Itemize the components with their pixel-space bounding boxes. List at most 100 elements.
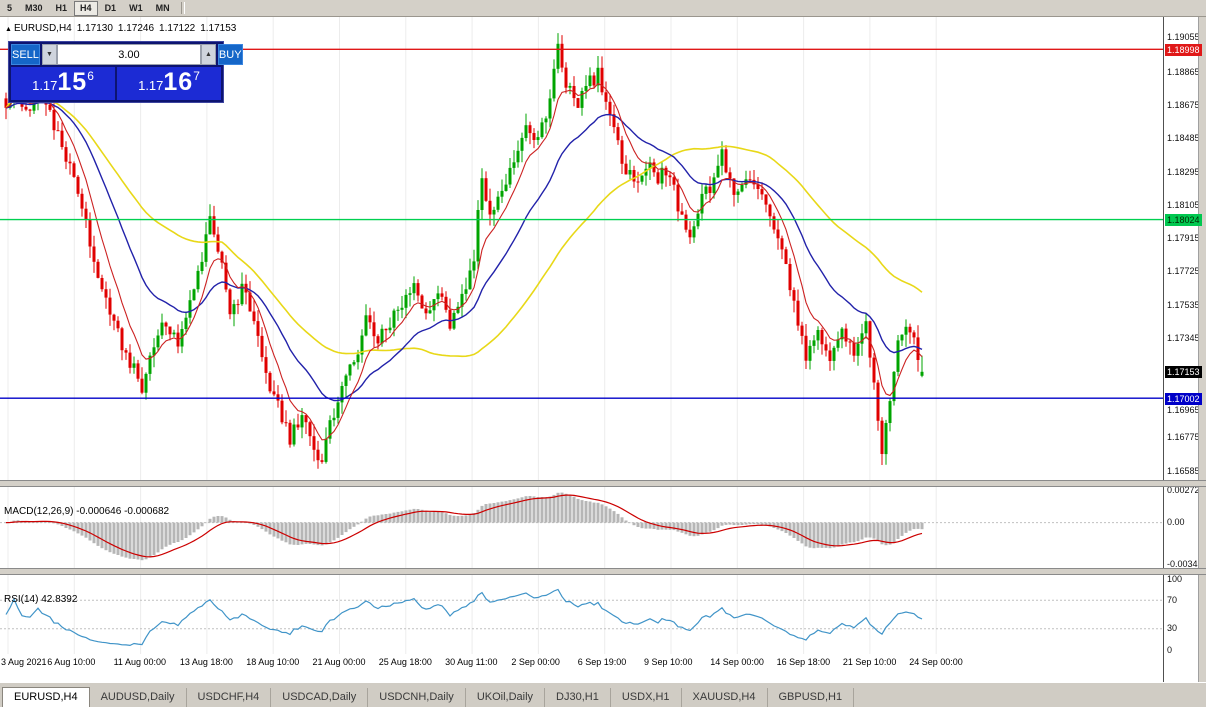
x-axis-label: 9 Sep 10:00 [644,657,693,667]
candle-body [876,382,880,421]
candle-body [888,401,892,423]
macd-bar [480,505,484,523]
candle-body [540,122,544,138]
tab-usdx-h1[interactable]: USDX,H1 [611,688,682,707]
candle-body [556,43,560,69]
period-button-5[interactable]: 5 [7,2,13,13]
tab-usdcad-daily[interactable]: USDCAD,Daily [271,688,369,707]
candle-body [720,149,724,166]
tab-ukoil-daily[interactable]: UKOil,Daily [466,688,546,707]
macd-bar [676,522,680,532]
tab-gbpusd-h1[interactable]: GBPUSD,H1 [768,688,855,707]
candle-body [312,436,316,450]
candle-body [248,292,252,312]
macd-bar [680,522,684,533]
macd-bar [848,522,852,543]
candle-body [648,162,652,169]
bid-price[interactable]: 1.17156 [11,67,115,100]
tab-eurusd-h4[interactable]: EURUSD,H4 [2,687,90,707]
macd-bar [324,522,328,545]
macd-bar [476,509,480,523]
candle-body [188,300,192,318]
macd-bar [432,511,436,523]
macd-bar [192,522,196,533]
tab-xauusd-h4[interactable]: XAUUSD,H4 [682,688,768,707]
candle-body [68,161,72,164]
candle-body [880,420,884,454]
candle-body [828,350,832,361]
macd-bar [104,522,108,551]
macd-bar [316,522,320,546]
candle-body [136,363,140,379]
macd-bar [288,522,292,545]
x-axis-label: 18 Aug 10:00 [246,657,300,667]
candle-body [48,104,52,110]
volume-increase-icon[interactable]: ▲ [200,44,216,65]
macd-axis-bottom: -0.00345 [1167,558,1203,569]
buy-button[interactable]: BUY [217,44,243,65]
macd-bar [592,502,596,523]
macd-bar [300,522,304,545]
macd-bar [748,522,752,525]
period-button-d1[interactable]: D1 [104,2,117,13]
macd-bar [812,522,816,549]
macd-bar [532,496,536,523]
macd-bar [136,522,140,560]
candle-body [620,140,624,164]
candle-body [440,293,444,297]
macd-bar [456,516,460,523]
period-button-mn[interactable]: MN [155,2,170,13]
macd-bar [672,522,676,531]
macd-bar [360,521,364,523]
macd-bar [260,522,264,530]
tab-dj30-h1[interactable]: DJ30,H1 [545,688,611,707]
macd-bar [212,516,216,523]
macd-bar [744,522,748,525]
macd-bar [448,514,452,523]
pane-divider-macd[interactable] [0,480,1206,487]
candle-body [156,335,160,348]
candle-body [908,326,912,333]
macd-bar [900,522,904,536]
macd-bar [52,522,56,524]
tab-audusd-daily[interactable]: AUDUSD,Daily [90,688,187,707]
macd-bar [652,522,656,529]
collapse-arrow-icon[interactable]: ▲ [5,26,12,33]
candle-body [732,178,736,195]
macd-bar [512,499,516,523]
period-button-h4[interactable]: H4 [74,0,98,16]
macd-bar [176,522,180,542]
candle-body [564,67,568,88]
candle-body [332,417,336,421]
macd-bar [796,522,800,541]
candle-body [28,109,32,111]
tab-usdcnh-daily[interactable]: USDCNH,Daily [368,688,466,707]
tab-usdchf-h4[interactable]: USDCHF,H4 [187,688,272,707]
volume-decrease-icon[interactable]: ▼ [41,44,57,65]
sell-button[interactable]: SELL [11,44,40,65]
candle-body [140,378,144,393]
y-axis-label: 1.17345 [1167,332,1200,343]
macd-bar [644,522,648,529]
volume-input[interactable] [56,44,201,65]
period-button-w1[interactable]: W1 [129,2,143,13]
pane-divider-rsi[interactable] [0,568,1206,575]
y-axis-label: 1.16585 [1167,465,1200,476]
macd-bar [296,522,300,545]
candle-body [548,98,552,119]
macd-bar [308,522,312,544]
candle-body [408,293,412,295]
macd-bar [412,508,416,523]
candle-body [280,400,284,423]
macd-bar [216,516,220,523]
period-button-m30[interactable]: M30 [25,2,43,13]
candle-body [872,357,876,383]
macd-bar [884,522,888,546]
x-axis-label: 24 Sep 00:00 [909,657,963,667]
ask-price[interactable]: 1.17167 [117,67,221,100]
period-button-h1[interactable]: H1 [55,2,68,13]
candle-body [660,167,664,184]
candle-body [484,178,488,201]
macd-bar [876,522,880,541]
macd-bar [332,522,336,541]
